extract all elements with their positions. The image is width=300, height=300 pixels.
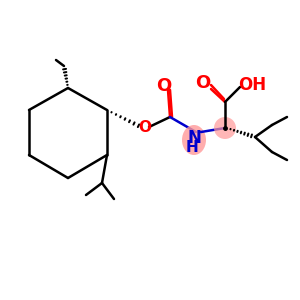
Text: N: N xyxy=(187,129,201,147)
Text: O: O xyxy=(156,77,172,95)
Text: O: O xyxy=(139,121,152,136)
Text: O: O xyxy=(195,74,211,92)
Text: OH: OH xyxy=(238,76,266,94)
Ellipse shape xyxy=(214,117,236,139)
Text: H: H xyxy=(186,140,198,155)
Ellipse shape xyxy=(182,125,206,155)
